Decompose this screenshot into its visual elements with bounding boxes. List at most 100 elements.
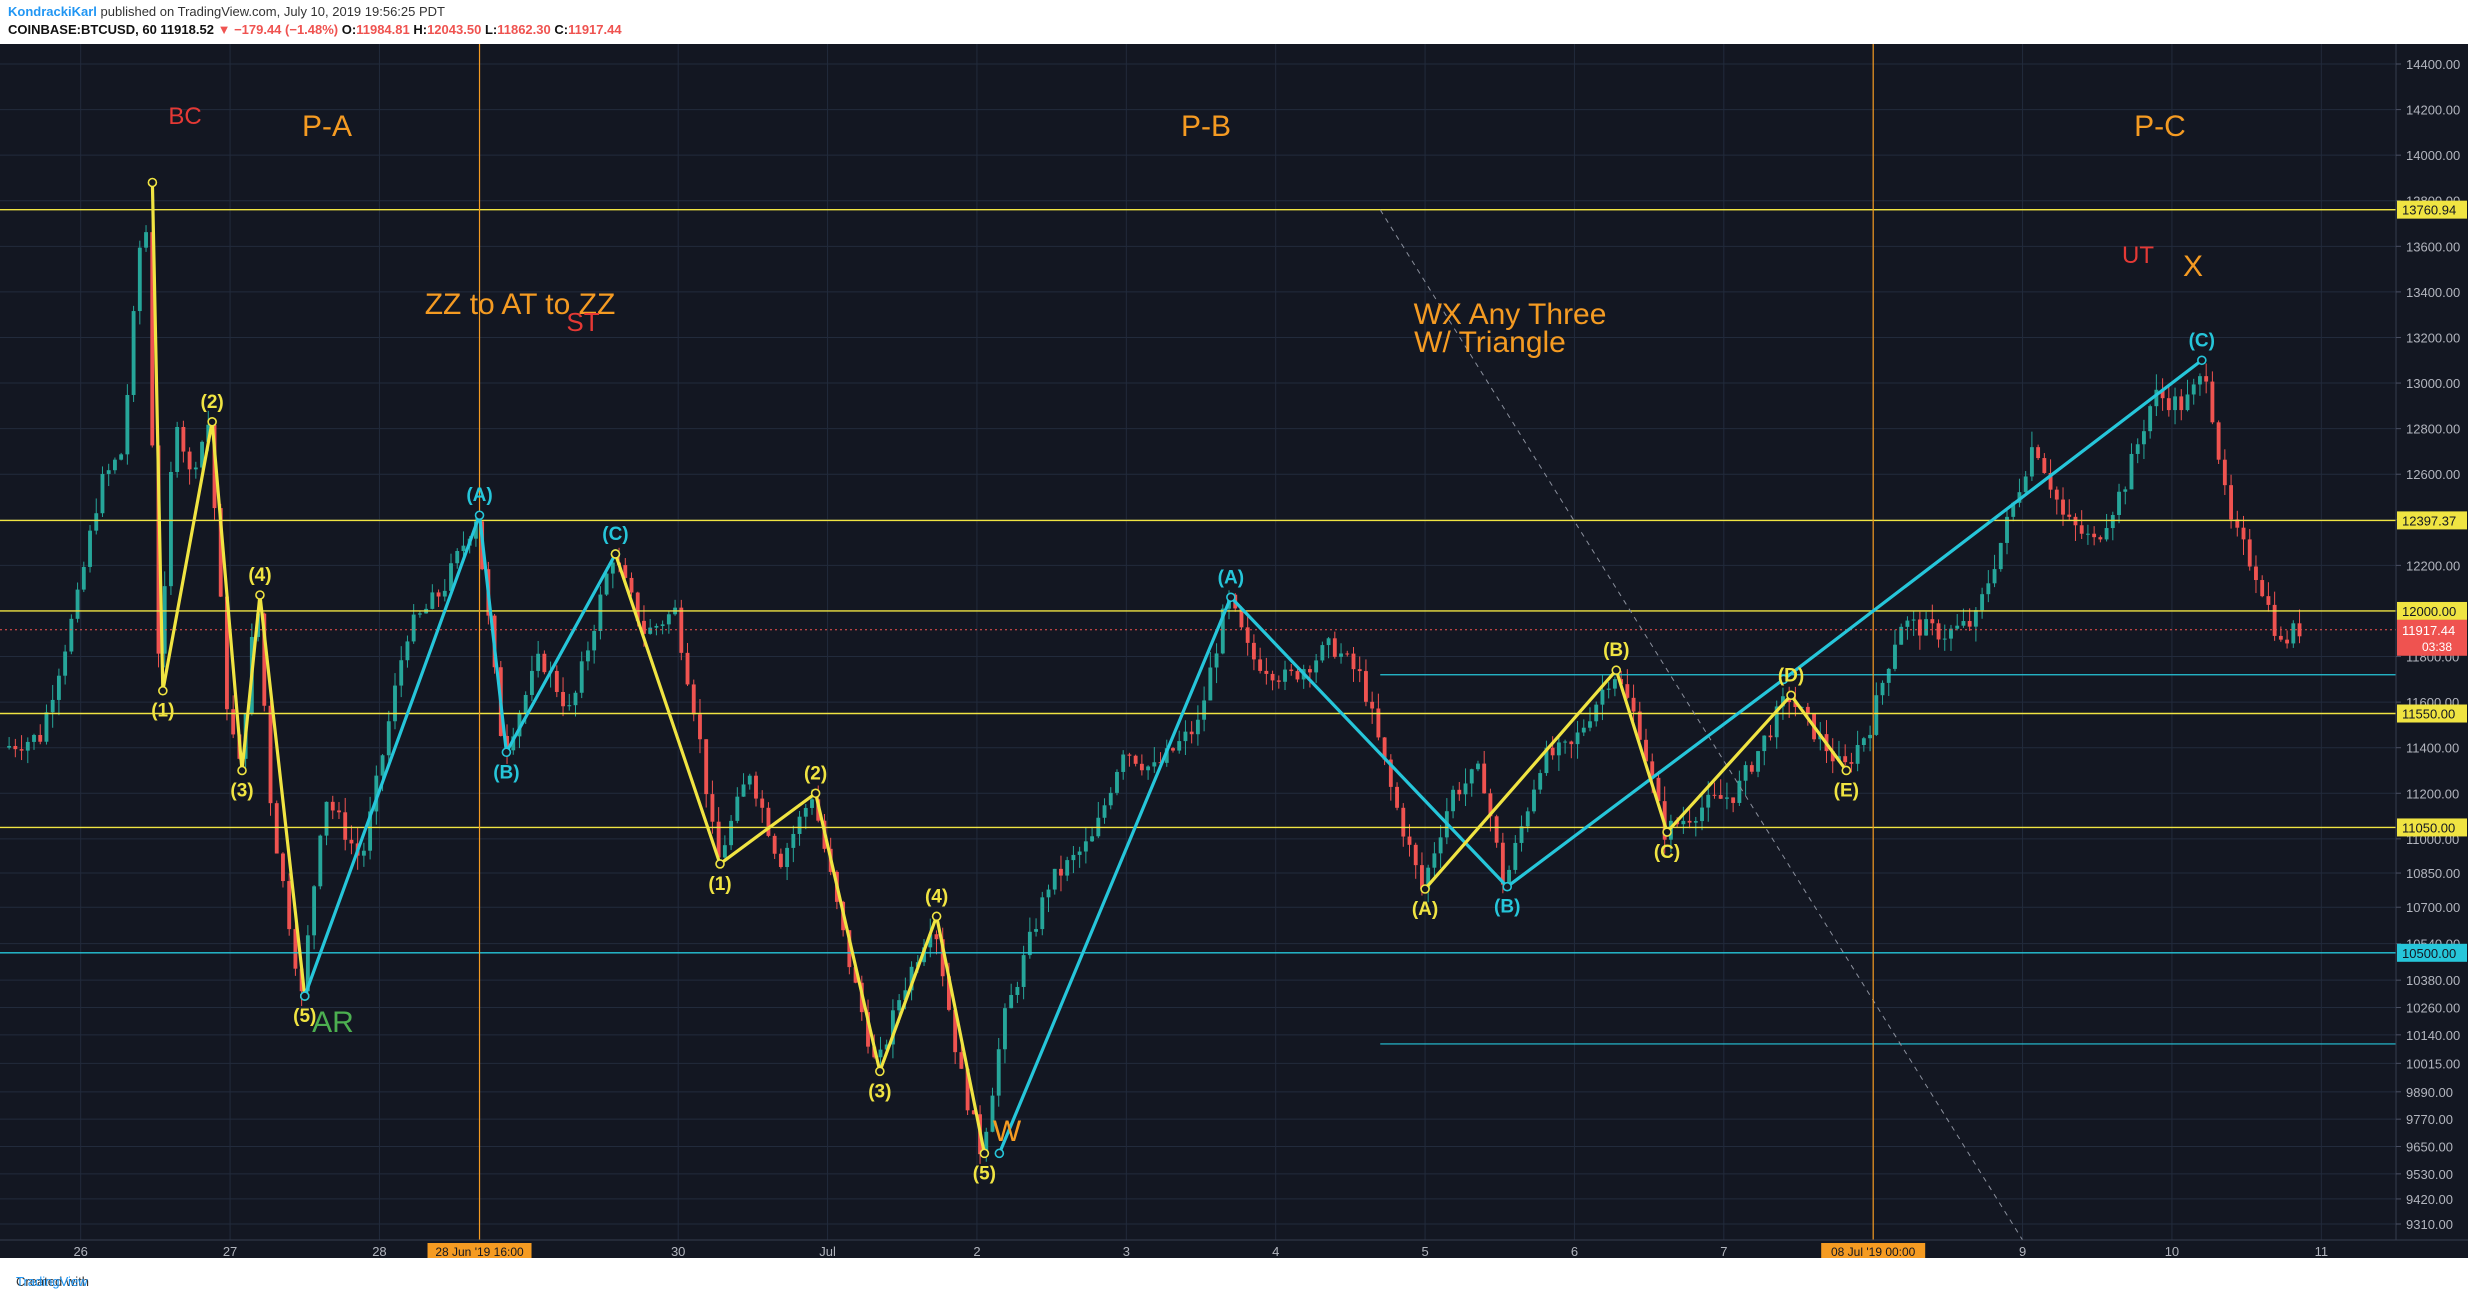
candle-body bbox=[1500, 842, 1505, 885]
candle-body bbox=[1009, 994, 1014, 1009]
candle-body bbox=[947, 976, 951, 1010]
candle-body bbox=[959, 1052, 964, 1069]
candle-body bbox=[2085, 533, 2090, 535]
annotation-text: X bbox=[2183, 250, 2203, 283]
candle-body bbox=[274, 803, 279, 854]
price-chart[interactable]: (1) (2) (3) (4) (5) (A) (B) (C) (1) (2) (3) (4) (5) (… bbox=[0, 44, 2468, 1258]
wave-lines: (1) (2) (3) (4) (5) (A) (B) (C) (1) (2) (3) (4) (5) (… bbox=[147, 177, 2215, 1184]
candle-body bbox=[791, 833, 796, 848]
level-label: 12000.00 bbox=[2402, 604, 2456, 619]
footer-prefix: Created with bbox=[16, 1274, 89, 1289]
y-tick-label: 10850.00 bbox=[2406, 866, 2460, 881]
candle-body bbox=[380, 755, 385, 776]
candle-body bbox=[1843, 756, 1848, 763]
wave-point bbox=[1226, 592, 1236, 603]
candle-body bbox=[1687, 820, 1692, 823]
wave-label: (A) bbox=[1412, 899, 1438, 920]
candle-body bbox=[866, 1012, 870, 1047]
candle-body bbox=[1513, 842, 1518, 870]
x-tick-label: 4 bbox=[1272, 1244, 1279, 1258]
candle-body bbox=[666, 614, 671, 625]
price-axis[interactable]: 14400.0014200.0014000.0013800.0013600.00… bbox=[2395, 44, 2468, 1258]
candle-body bbox=[1127, 754, 1132, 756]
candle-body bbox=[1401, 807, 1406, 837]
candle-body bbox=[1307, 669, 1312, 673]
annotation-text: UT bbox=[2122, 242, 2154, 269]
candle-body bbox=[2179, 396, 2184, 411]
candle-body bbox=[1189, 731, 1194, 735]
x-tick-label: 30 bbox=[671, 1244, 685, 1258]
level-label-bg bbox=[2397, 943, 2467, 962]
wave-label: (2) bbox=[804, 763, 827, 784]
candle-body bbox=[2160, 389, 2165, 399]
x-tick-label: 2 bbox=[973, 1244, 980, 1258]
candle-body bbox=[778, 853, 783, 867]
candle-body bbox=[2079, 525, 2084, 534]
y-tick-label: 10140.00 bbox=[2406, 1028, 2460, 1043]
candle-body bbox=[735, 796, 740, 821]
x-tick-label: 7 bbox=[1720, 1244, 1727, 1258]
candle-body bbox=[1942, 638, 1947, 640]
horizontal-levels bbox=[0, 208, 2396, 1241]
candle-body bbox=[965, 1068, 970, 1111]
price-change: −179.44 (−1.48%) bbox=[234, 22, 339, 37]
candle-body bbox=[442, 590, 447, 597]
candle-body bbox=[2254, 566, 2258, 581]
candle-body bbox=[1830, 751, 1835, 762]
candle-body bbox=[592, 631, 597, 651]
candle-body bbox=[137, 247, 142, 312]
candle-body bbox=[2272, 604, 2277, 636]
candle-body bbox=[536, 653, 541, 671]
wave-label: (B) bbox=[1494, 897, 1520, 918]
candle-body bbox=[94, 513, 99, 531]
candle-body bbox=[1743, 765, 1748, 781]
candle-body bbox=[2297, 623, 2302, 637]
candle-body bbox=[150, 232, 155, 446]
candle-body bbox=[1077, 851, 1082, 855]
candle-body bbox=[1855, 745, 1860, 764]
candle-body bbox=[1052, 868, 1057, 890]
y-tick-label: 9770.00 bbox=[2406, 1112, 2453, 1127]
candle-body bbox=[1656, 777, 1661, 802]
candle-body bbox=[1102, 805, 1107, 818]
candle-body bbox=[1625, 684, 1630, 698]
close-value: 11917.44 bbox=[568, 22, 622, 37]
candle-body bbox=[1395, 786, 1399, 808]
candle-body bbox=[1295, 671, 1300, 680]
tradingview-logo-text[interactable]: TradingView bbox=[16, 1274, 88, 1289]
candle-body bbox=[2023, 476, 2028, 493]
candle-body bbox=[1021, 955, 1026, 987]
x-tick-label: 11 bbox=[2315, 1244, 2329, 1258]
candle-body bbox=[2148, 406, 2153, 432]
candle-body bbox=[2142, 431, 2146, 445]
candle-body bbox=[13, 745, 18, 750]
wave-label: (4) bbox=[248, 565, 271, 586]
wave-label: (1) bbox=[708, 874, 731, 895]
time-marker-label: 28 Jun '19 16:00 bbox=[435, 1245, 524, 1258]
candle-body bbox=[175, 427, 180, 472]
candle-body bbox=[1861, 738, 1866, 746]
time-marker-bg bbox=[427, 1243, 532, 1258]
last-price: 11918.52 bbox=[160, 22, 214, 37]
candle-body bbox=[324, 801, 329, 836]
wave-label: (C) bbox=[1654, 842, 1680, 863]
y-tick-label: 14200.00 bbox=[2406, 103, 2460, 118]
author-name[interactable]: KondrackiKarl bbox=[8, 4, 97, 19]
candle-body bbox=[1693, 821, 1698, 823]
candle-body bbox=[1164, 748, 1169, 763]
candle-body bbox=[2129, 453, 2134, 490]
candle-body bbox=[2198, 376, 2202, 385]
candle-body bbox=[1563, 741, 1568, 743]
candle-body bbox=[2092, 533, 2097, 538]
candle-body bbox=[1781, 696, 1785, 707]
candle-body bbox=[1550, 747, 1555, 756]
candle-body bbox=[287, 881, 292, 930]
y-tick-label: 9890.00 bbox=[2406, 1085, 2453, 1100]
candle-body bbox=[169, 471, 173, 587]
candle-body bbox=[1059, 868, 1063, 876]
candle-body bbox=[1146, 766, 1151, 771]
candle-body bbox=[1220, 608, 1225, 654]
x-tick-label: 9 bbox=[2019, 1244, 2026, 1258]
time-axis[interactable]: 26 27 28 30 Jul 2 3 4 5 6 7 9 10 11 28 Jun '19 16:00 08… bbox=[0, 1239, 2468, 1258]
candle-body bbox=[293, 929, 298, 969]
